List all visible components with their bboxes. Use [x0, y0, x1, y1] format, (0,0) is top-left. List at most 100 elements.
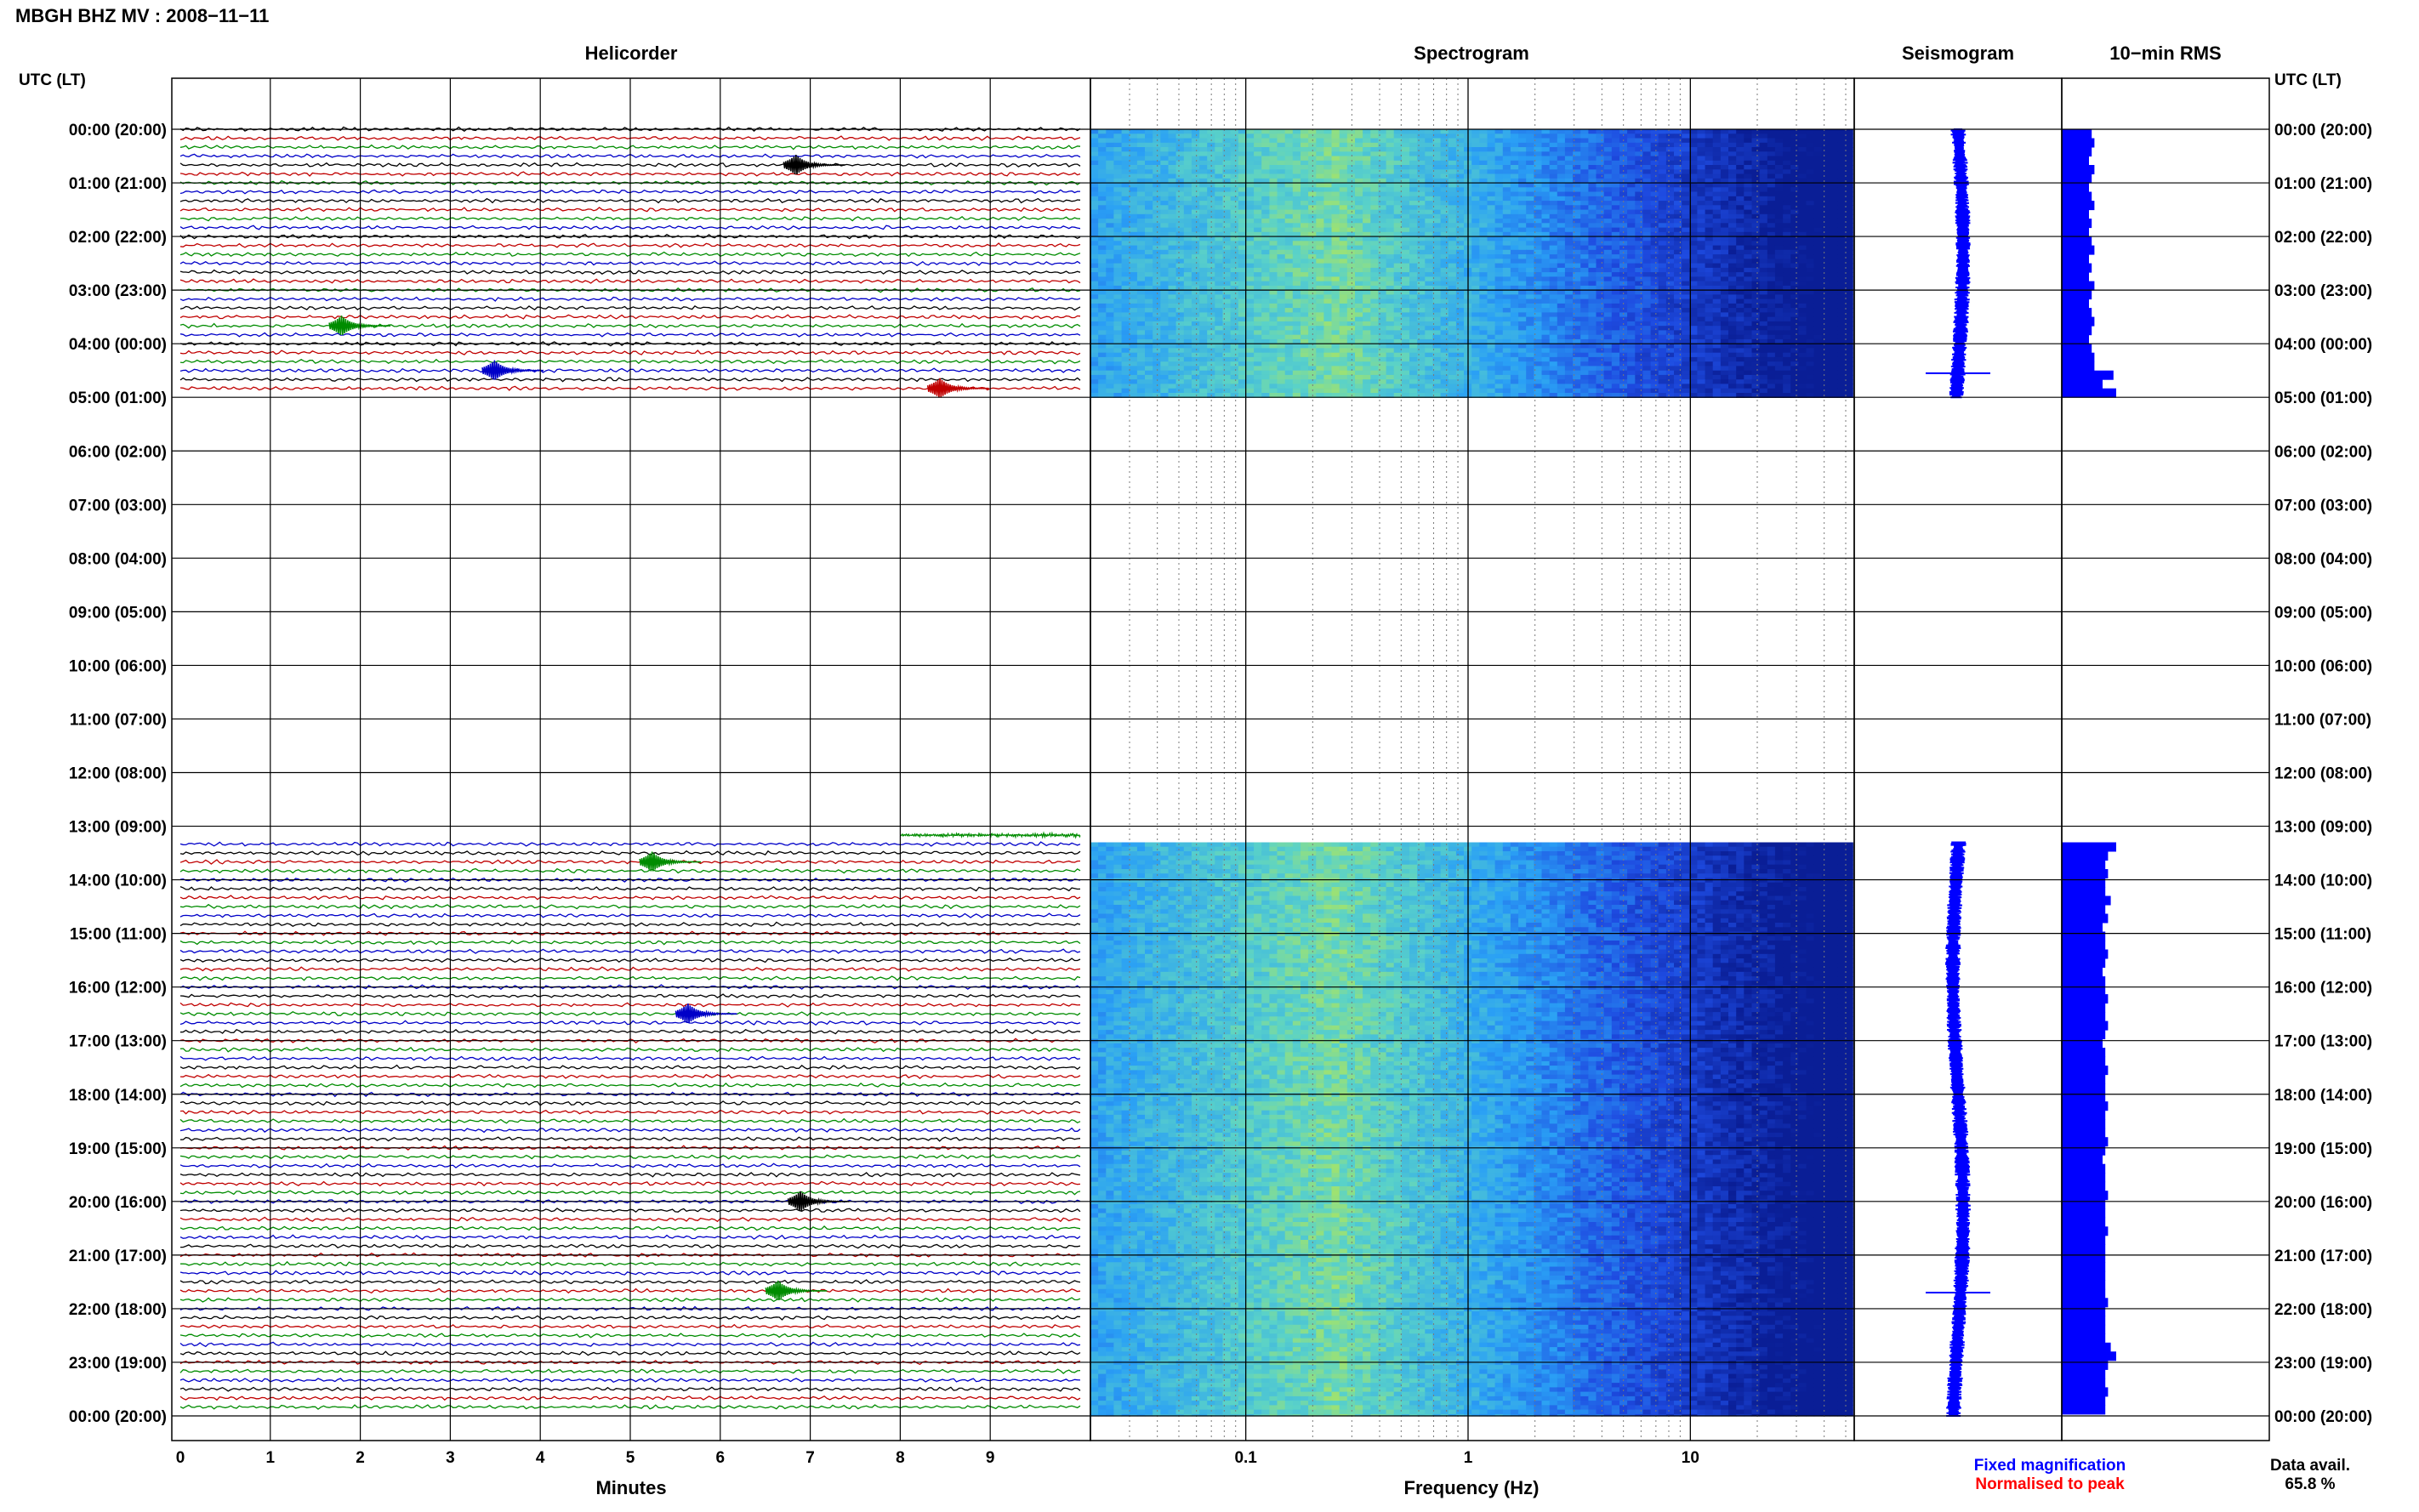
- spectrogram-cell: [1720, 326, 1729, 332]
- spectrogram-cell: [1323, 294, 1333, 300]
- spectrogram-cell: [1573, 344, 1581, 350]
- spectrogram-cell: [1331, 303, 1340, 309]
- spectrogram-cell: [1183, 156, 1192, 162]
- spectrogram-cell: [1682, 160, 1690, 166]
- spectrogram-cell: [1222, 187, 1232, 193]
- spectrogram-cell: [1355, 344, 1363, 350]
- spectrogram-cell: [1837, 298, 1846, 304]
- spectrogram-cell: [1564, 219, 1574, 224]
- spectrogram-cell: [1635, 156, 1643, 162]
- spectrogram-cell: [1230, 276, 1239, 282]
- spectrogram-cell: [1339, 245, 1348, 251]
- spectrogram-cell: [1121, 338, 1130, 344]
- spectrogram-cell: [1145, 173, 1153, 179]
- spectrogram-cell: [1564, 196, 1574, 202]
- spectrogram-cell: [1635, 223, 1643, 229]
- spectrogram-cell: [1207, 169, 1215, 175]
- spectrogram-cell: [1549, 223, 1558, 229]
- spectrogram-cell: [1401, 129, 1410, 134]
- spectrogram-cell: [1106, 276, 1114, 282]
- spectrogram-cell: [1759, 281, 1768, 287]
- spectrogram-cell: [1129, 348, 1138, 354]
- spectrogram-cell: [1665, 294, 1675, 300]
- spectrogram-cell: [1370, 138, 1379, 144]
- spectrogram-cell: [1432, 303, 1442, 309]
- spectrogram-cell: [1121, 156, 1130, 162]
- spectrogram-cell: [1261, 334, 1270, 340]
- spectrogram-cell: [1339, 321, 1348, 327]
- spectrogram-cell: [1541, 344, 1551, 350]
- spectrogram-cell: [1199, 294, 1208, 300]
- spectrogram-cell: [1774, 213, 1784, 219]
- spectrogram-cell: [1658, 312, 1667, 318]
- spectrogram-cell: [1121, 169, 1130, 175]
- spectrogram-cell: [1090, 254, 1099, 259]
- spectrogram-cell: [1425, 298, 1433, 304]
- left-time-axis-label: UTC (LT): [19, 71, 86, 89]
- spectrogram-cell: [1401, 223, 1410, 229]
- spectrogram-cell: [1697, 201, 1706, 206]
- spectrogram-cell: [1153, 151, 1161, 157]
- spectrogram-cell: [1199, 147, 1208, 152]
- spectrogram-cell: [1222, 165, 1232, 170]
- spectrogram-cell: [1409, 142, 1418, 148]
- spectrogram-cell: [1168, 205, 1177, 211]
- spectrogram-cell: [1106, 241, 1114, 247]
- spectrogram-cell: [1106, 178, 1114, 184]
- spectrogram-cell: [1744, 290, 1752, 295]
- spectrogram-cell: [1573, 308, 1581, 313]
- spectrogram-cell: [1153, 316, 1161, 322]
- spectrogram-cell: [1573, 263, 1581, 269]
- spectrogram-cell: [1136, 160, 1146, 166]
- spectrogram-cell: [1090, 165, 1099, 170]
- spectrogram-cell: [1697, 156, 1706, 162]
- spectrogram-cell: [1301, 330, 1309, 336]
- spectrogram-cell: [1744, 196, 1752, 202]
- spectrogram-cell: [1199, 303, 1208, 309]
- spectrogram-cell: [1837, 312, 1846, 318]
- spectrogram-cell: [1417, 129, 1426, 134]
- spectrogram-cell: [1479, 267, 1488, 273]
- spectrogram-cell: [1269, 298, 1278, 304]
- spectrogram-cell: [1627, 254, 1636, 259]
- spectrogram-cell: [1363, 303, 1371, 309]
- spectrogram-cell: [1254, 259, 1262, 264]
- spectrogram-cell: [1292, 187, 1301, 193]
- spectrogram-cell: [1541, 201, 1551, 206]
- spectrogram-cell: [1783, 129, 1791, 134]
- spectrogram-cell: [1806, 298, 1815, 304]
- spectrogram-cell: [1557, 294, 1566, 300]
- spectrogram-cell: [1526, 267, 1534, 273]
- spectrogram-cell: [1363, 241, 1371, 247]
- spectrogram-cell: [1774, 165, 1784, 170]
- spectrogram-cell: [1175, 209, 1185, 215]
- spectrogram-cell: [1331, 281, 1340, 287]
- spectrogram-cell: [1790, 187, 1799, 193]
- spectrogram-cell: [1191, 294, 1200, 300]
- spectrogram-cell: [1790, 191, 1799, 197]
- spectrogram-cell: [1557, 196, 1566, 202]
- spectrogram-cell: [1393, 209, 1403, 215]
- spectrogram-cell: [1829, 160, 1838, 166]
- spectrogram-cell: [1401, 205, 1410, 211]
- spectrogram-cell: [1759, 344, 1768, 350]
- spectrogram-cell: [1502, 173, 1511, 179]
- spectrogram-cell: [1674, 321, 1682, 327]
- spectrogram-cell: [1401, 134, 1410, 139]
- spectrogram-cell: [1222, 201, 1232, 206]
- spectrogram-cell: [1682, 330, 1690, 336]
- spectrogram-cell: [1549, 316, 1558, 322]
- spectrogram-cell: [1215, 245, 1223, 251]
- spectrogram-cell: [1510, 142, 1519, 148]
- spectrogram-cell: [1175, 249, 1185, 255]
- spectrogram-cell: [1829, 178, 1838, 184]
- spectrogram-cell: [1829, 330, 1838, 336]
- spectrogram-cell: [1440, 326, 1449, 332]
- spectrogram-cell: [1215, 187, 1223, 193]
- spectrogram-cell: [1783, 227, 1791, 233]
- spectrogram-cell: [1798, 205, 1807, 211]
- spectrogram-cell: [1207, 223, 1215, 229]
- spectrogram-cell: [1744, 249, 1752, 255]
- spectrogram-cell: [1129, 276, 1138, 282]
- spectrogram-cell: [1603, 169, 1613, 175]
